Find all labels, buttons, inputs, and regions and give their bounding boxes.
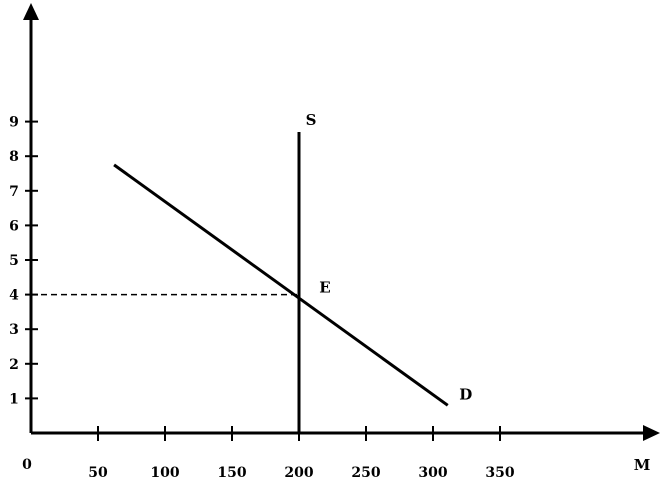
y-tick-label: 8 (9, 149, 19, 165)
labels: 50 100 150 200 250 300 350 1 2 3 4 5 6 7 8 9 0 M S D E (9, 111, 650, 478)
x-tick-label: 150 (217, 465, 246, 478)
x-tick-label: 250 (351, 465, 380, 478)
y-tick-label: 2 (9, 357, 19, 373)
y-tick-label: 1 (9, 391, 19, 407)
x-axis-arrowhead (643, 425, 660, 441)
y-axis-arrowhead (23, 3, 39, 20)
y-tick-label: 5 (9, 253, 19, 269)
supply-curve-label: S (306, 111, 317, 129)
x-tick-label: 100 (150, 465, 179, 478)
equilibrium-point-label: E (319, 279, 330, 297)
demand-curve-label: D (459, 385, 472, 403)
x-tick-label: 300 (418, 465, 447, 478)
y-tick-label: 6 (9, 218, 19, 234)
y-tick-label: 9 (9, 115, 19, 131)
x-axis-label: M (634, 456, 651, 474)
y-tick-label: 7 (9, 184, 19, 200)
axes (23, 3, 660, 441)
y-tick-label: 4 (9, 288, 19, 304)
origin-label: 0 (22, 457, 32, 473)
demand-curve (113, 163, 449, 407)
y-tick-label: 3 (9, 322, 19, 338)
x-tick-label: 350 (485, 465, 514, 478)
x-tick-label: 50 (88, 465, 108, 478)
x-tick-label: 200 (284, 465, 313, 478)
series (113, 131, 449, 433)
